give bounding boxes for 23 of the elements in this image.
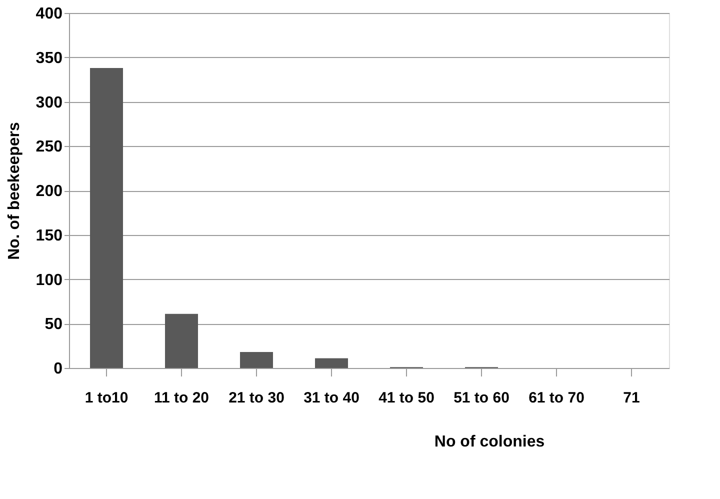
bar	[90, 68, 123, 368]
bar	[315, 358, 348, 368]
y-tick-label: 200	[36, 183, 63, 200]
bar	[240, 352, 273, 368]
x-tick-label: 51 to 60	[454, 390, 510, 406]
y-axis-title: No. of beekeepers	[6, 122, 23, 260]
x-tick-label: 61 to 70	[528, 390, 584, 406]
y-tick-label: 300	[36, 94, 63, 112]
y-tick-label: 100	[36, 272, 63, 289]
y-tick-label: 350	[36, 50, 63, 67]
y-tick-label: 0	[54, 360, 63, 378]
x-tick-label: 71	[623, 390, 640, 406]
x-tick-label: 1 to10	[84, 390, 128, 406]
x-axis-title: No of colonies	[434, 434, 545, 450]
x-tick-label: 41 to 50	[378, 390, 434, 406]
x-tick-label: 11 to 20	[154, 390, 210, 406]
y-tick-label: 50	[44, 316, 63, 334]
x-tick-label: 21 to 30	[228, 390, 284, 406]
y-tick-label: 150	[36, 227, 63, 244]
y-tick-label: 250	[36, 138, 63, 156]
bar	[165, 314, 198, 368]
x-tick-label: 31 to 40	[304, 390, 360, 406]
y-tick-label: 400	[36, 6, 63, 22]
